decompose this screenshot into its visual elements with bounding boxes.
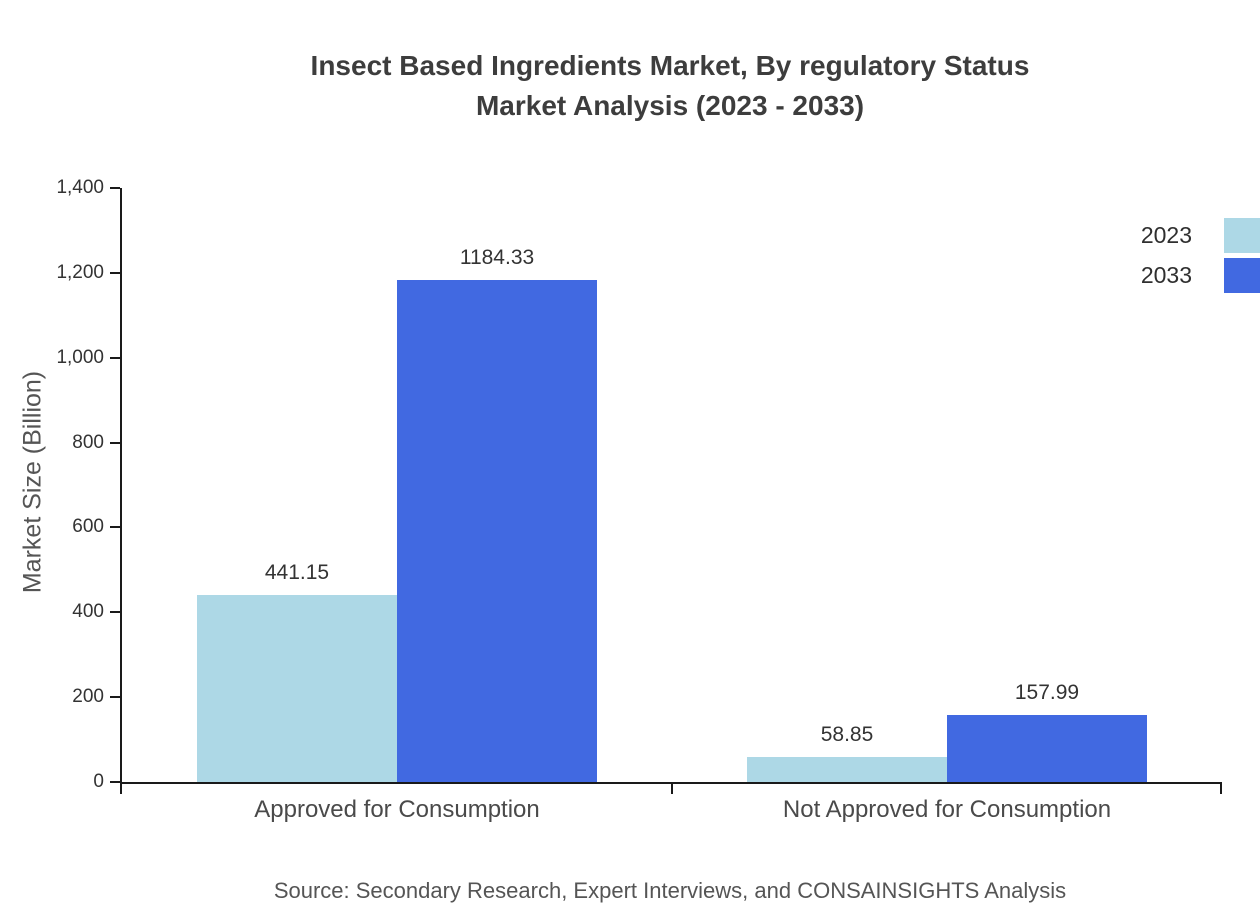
bar-group-not-approved: 58.85 157.99 [672, 188, 1222, 782]
x-tick-mark [1220, 784, 1222, 794]
x-tick-mark [120, 784, 122, 794]
chart-title: Insect Based Ingredients Market, By regu… [0, 46, 1260, 126]
chart-title-line2: Market Analysis (2023 - 2033) [475, 90, 865, 121]
x-axis-labels: Approved for Consumption Not Approved fo… [122, 796, 1222, 824]
y-tick-mark [110, 187, 120, 189]
legend-item-2033: 2033 [1141, 258, 1260, 293]
y-tick-mark [110, 526, 120, 529]
y-tick-label: 1,400 [56, 177, 104, 198]
source-note: Source: Secondary Research, Expert Inter… [273, 878, 1067, 903]
y-tick-mark [110, 696, 120, 699]
y-tick-mark [110, 271, 120, 274]
bar-2033-not-approved: 157.99 [947, 681, 1147, 782]
y-axis-title: Market Size (Billion) [18, 370, 47, 594]
y-tick-mark [110, 441, 120, 444]
legend-swatch-2023 [1224, 218, 1260, 253]
legend-label-2033: 2033 [1140, 262, 1192, 288]
plot-area: 0 200 400 600 800 1,000 1,200 1,400 [56, 177, 1222, 823]
category-label-approved: Approved for Consumption [254, 796, 540, 823]
bar-group-approved: 441.15 1184.33 [122, 188, 672, 782]
category-label-not-approved: Not Approved for Consumption [782, 796, 1112, 823]
bar-value-label: 1184.33 [459, 245, 535, 269]
y-tick-mark [110, 356, 120, 359]
legend-item-2023: 2023 [1141, 218, 1260, 253]
bar-2033-approved: 1184.33 [397, 246, 597, 782]
y-tick-label: 1,000 [56, 346, 104, 368]
bars-layer: 441.15 1184.33 58.85 157.99 [122, 188, 1222, 782]
chart-title-line1: Insect Based Ingredients Market, By regu… [310, 50, 1030, 81]
y-tick-label: 0 [93, 771, 104, 792]
legend: 2023 2033 [1141, 218, 1260, 298]
y-tick-label: 400 [72, 601, 104, 623]
y-tick-label: 600 [72, 516, 104, 538]
y-tick-mark [110, 781, 120, 783]
bar-value-label: 441.15 [264, 560, 330, 584]
legend-label-2023: 2023 [1140, 222, 1192, 248]
y-tick-mark [110, 611, 120, 614]
bar-2023-approved: 441.15 [197, 561, 397, 782]
bar-2023-not-approved: 58.85 [747, 723, 947, 782]
y-tick-label: 200 [72, 686, 104, 708]
bar-value-label: 157.99 [1014, 680, 1080, 704]
bar-value-label: 58.85 [820, 723, 874, 747]
y-tick-label: 1,200 [56, 261, 104, 283]
legend-swatch-2033 [1224, 258, 1260, 293]
y-tick-label: 800 [72, 431, 104, 453]
x-tick-mark [671, 784, 673, 794]
